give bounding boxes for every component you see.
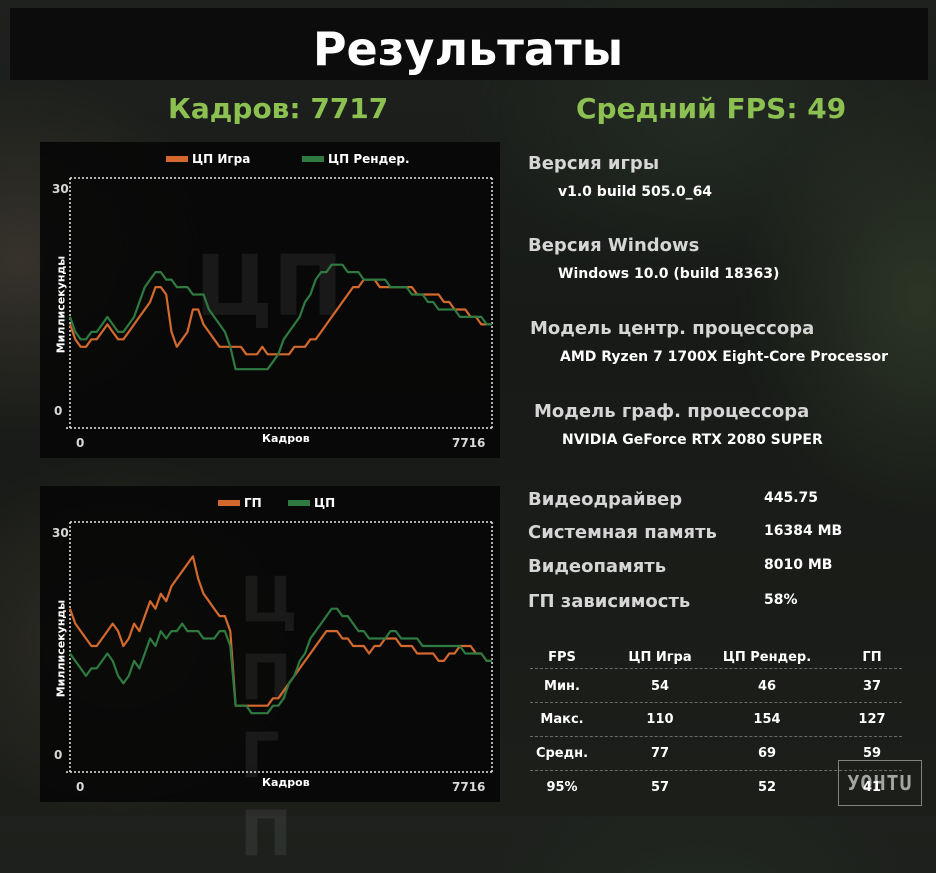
table-cell: 154: [753, 712, 781, 727]
table-header-fps: FPS: [548, 650, 576, 665]
windows-version-value: Windows 10.0 (build 18363): [558, 266, 780, 282]
legend-cpu-render: ЦП Рендер.: [302, 152, 410, 166]
legend-label: ЦП Рендер.: [328, 152, 410, 166]
gpu-model-value: NVIDIA GeForce RTX 2080 SUPER: [562, 432, 823, 448]
vram-value: 8010 MB: [764, 557, 833, 573]
y-tick-min: 0: [54, 404, 63, 418]
series-line-green: [68, 263, 492, 371]
table-cell: 59: [862, 746, 882, 761]
game-version-value: v1.0 build 505.0_64: [558, 184, 713, 200]
table-divider: [530, 702, 902, 703]
legend-swatch: [302, 156, 324, 162]
title-bar: [10, 8, 928, 80]
table-cell: Макс.: [540, 712, 584, 727]
y-tick-min: 0: [54, 748, 63, 762]
site-logo: УОНТU: [838, 760, 922, 806]
table-cell: 46: [757, 679, 777, 694]
table-divider: [530, 770, 902, 771]
table-cell: 41: [862, 780, 882, 795]
table-header-cpu-render: ЦП Рендер.: [722, 650, 812, 665]
windows-version-label: Версия Windows: [528, 235, 700, 256]
table-cell: 57: [650, 780, 670, 795]
legend-label: ЦП: [314, 496, 336, 510]
x-tick-min: 0: [76, 780, 85, 794]
table-cell: 95%: [546, 780, 578, 795]
legend-label: ЦП Игра: [192, 152, 251, 166]
table-cell: Средн.: [535, 746, 589, 761]
avg-fps-stat: Средний FPS: 49: [576, 92, 847, 125]
table-divider: [530, 736, 902, 737]
driver-label: Видеодрайвер: [528, 489, 683, 510]
table-cell: 127: [858, 712, 886, 727]
table-cell: 52: [757, 780, 777, 795]
x-tick-min: 0: [76, 436, 85, 450]
series-line-green: [69, 607, 492, 715]
legend-label: ГП: [244, 496, 262, 510]
gpu-model-label: Модель граф. процессора: [534, 401, 810, 422]
legend-swatch: [218, 500, 240, 506]
table-cell: 54: [650, 679, 670, 694]
legend-cpu-game: ЦП Игра: [166, 152, 250, 166]
gpu-bound-label: ГП зависимость: [528, 591, 691, 612]
gpu-chart-svg: [66, 521, 493, 773]
cpu-chart-svg: [66, 177, 493, 429]
legend-swatch: [166, 156, 188, 162]
series-line-orange: [68, 555, 492, 707]
driver-value: 445.75: [764, 490, 819, 506]
page-title: Результаты: [312, 22, 624, 76]
vram-label: Видеопамять: [528, 556, 667, 577]
table-divider: [530, 668, 902, 669]
cpu-model-label: Модель центр. процессора: [530, 318, 815, 339]
cpu-chart-panel: ЦП ЦП Игра ЦП Рендер. 30 0 0 7716 Кадров…: [40, 142, 500, 458]
legend-cpu: ЦП: [288, 496, 335, 510]
x-tick-max: 7716: [452, 436, 486, 450]
legend-swatch: [288, 500, 310, 506]
x-tick-max: 7716: [452, 780, 486, 794]
ram-label: Системная память: [528, 522, 717, 543]
table-cell: 110: [646, 712, 674, 727]
chart-watermark: ЦП: [195, 237, 344, 335]
x-axis-label: Кадров: [262, 776, 310, 789]
game-version-label: Версия игры: [528, 153, 660, 174]
cpu-model-value: AMD Ryzen 7 1700X Eight-Core Processor: [560, 349, 889, 365]
gpu-bound-value: 58%: [764, 592, 798, 608]
table-cell: 77: [650, 746, 670, 761]
gpu-chart-panel: ЦП ГП ГП ЦП 30 0 0 7716 Кадров Миллисеку…: [40, 486, 500, 870]
frames-stat: Кадров: 7717: [168, 92, 389, 125]
legend-gpu: ГП: [218, 496, 262, 510]
ram-value: 16384 MB: [764, 523, 843, 539]
table-cell: 37: [862, 679, 882, 694]
table-header-gpu: ГП: [862, 650, 882, 665]
y-tick-max: 30: [52, 526, 69, 540]
table-header-cpu-game: ЦП Игра: [628, 650, 692, 665]
table-cell: Мин.: [544, 679, 580, 694]
table-cell: 69: [757, 746, 777, 761]
y-tick-max: 30: [52, 182, 69, 196]
x-axis-label: Кадров: [262, 432, 310, 445]
